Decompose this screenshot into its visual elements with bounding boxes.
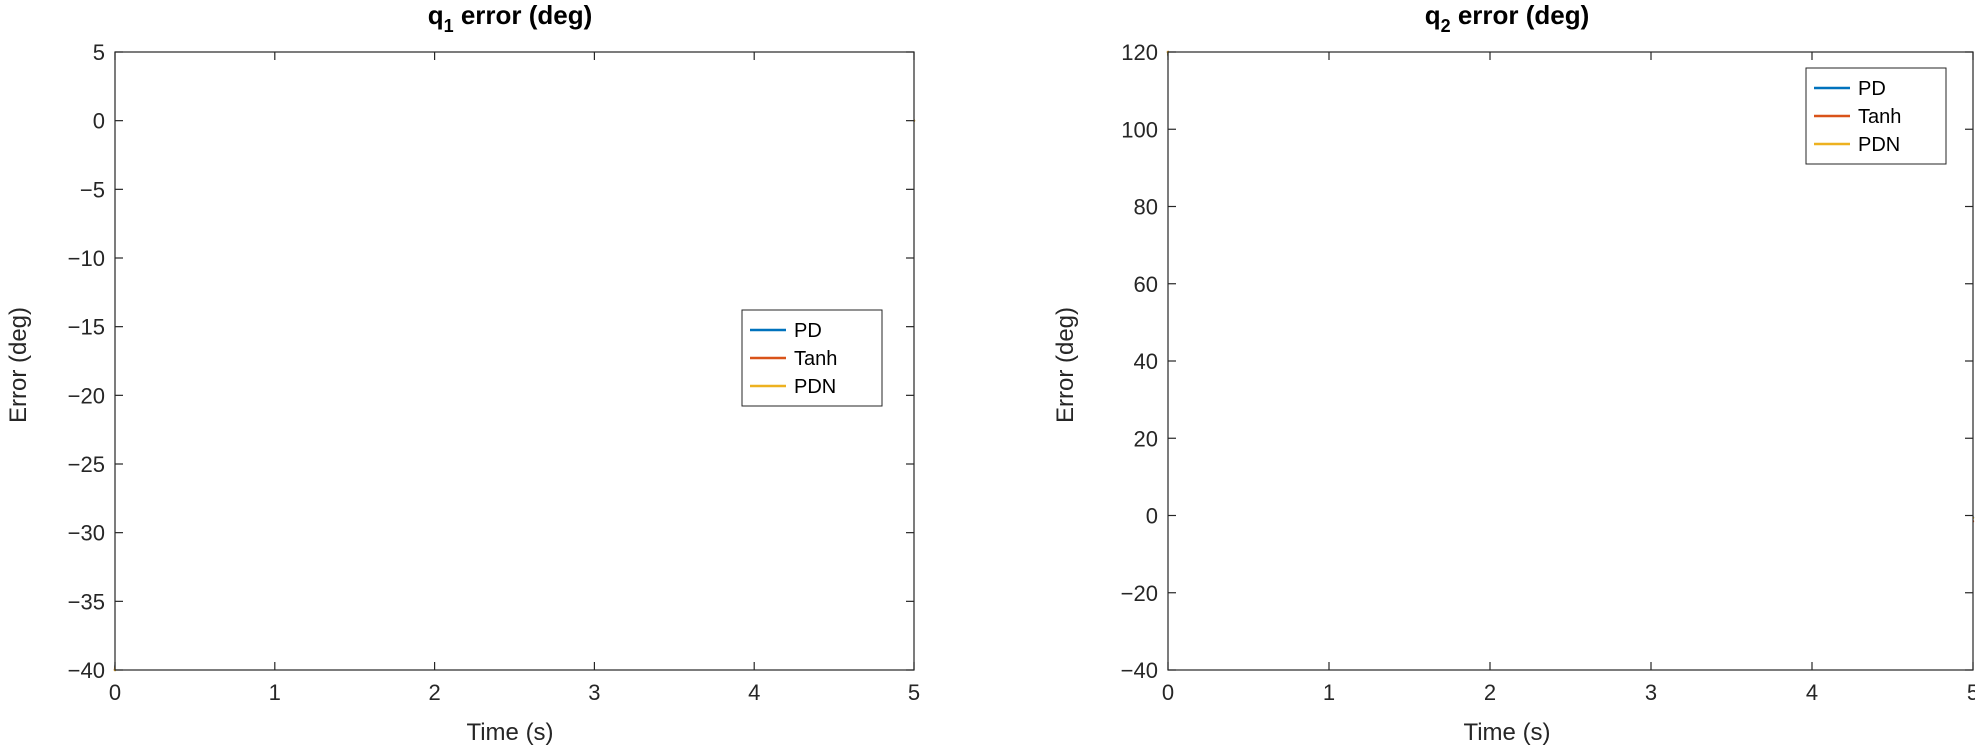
x-tick-label: 0 <box>109 680 121 705</box>
y-tick-label: −20 <box>68 383 105 408</box>
legend-label-pd: PD <box>794 320 822 342</box>
x-tick-label: 1 <box>269 680 281 705</box>
x-tick-label: 1 <box>1323 680 1335 705</box>
x-tick-label: 2 <box>1484 680 1496 705</box>
chart-title-rest: error (deg) <box>1451 0 1590 30</box>
y-tick-label: 80 <box>1134 195 1158 220</box>
y-axis-label: Error (deg) <box>1052 307 1079 423</box>
y-tick-label: 5 <box>93 40 105 65</box>
legend-label-tanh: Tanh <box>794 348 837 370</box>
y-tick-label: 0 <box>93 109 105 134</box>
legend-label-pdn: PDN <box>1858 134 1900 156</box>
x-tick-label: 4 <box>1806 680 1818 705</box>
legend: PD Tanh PDN <box>741 309 883 407</box>
chart-title: q1 error (deg) <box>428 0 593 36</box>
legend-label-tanh: Tanh <box>1858 106 1901 128</box>
y-tick-label: −40 <box>68 658 105 683</box>
x-axis-label: Time (s) <box>466 719 553 746</box>
y-tick-label: 0 <box>1146 504 1158 529</box>
chart-title: q2 error (deg) <box>1425 0 1590 36</box>
y-tick-label: 40 <box>1134 349 1158 374</box>
y-tick-label: 60 <box>1134 272 1158 297</box>
y-tick-label: −40 <box>1121 658 1158 683</box>
legend-label-pd: PD <box>1858 78 1886 100</box>
y-tick-label: −10 <box>68 246 105 271</box>
y-tick-label: −30 <box>68 521 105 546</box>
chart-title-main: q <box>1425 0 1441 30</box>
x-tick-label: 3 <box>1645 680 1657 705</box>
legend: PD Tanh PDN <box>1805 67 1947 165</box>
x-tick-label: 3 <box>588 680 600 705</box>
chart-title-main: q <box>428 0 444 30</box>
y-tick-label: 20 <box>1134 426 1158 451</box>
y-tick-label: −35 <box>68 589 105 614</box>
chart-title-subscript: 2 <box>1441 16 1451 36</box>
x-tick-label: 5 <box>1967 680 1975 705</box>
x-axis-label: Time (s) <box>1463 719 1550 746</box>
y-axis-label: Error (deg) <box>5 307 32 423</box>
y-tick-label: −5 <box>80 177 105 202</box>
x-tick-label: 5 <box>908 680 920 705</box>
y-tick-label: 120 <box>1121 40 1158 65</box>
chart-title-subscript: 1 <box>444 16 454 36</box>
x-tick-label: 2 <box>428 680 440 705</box>
y-tick-label: −25 <box>68 452 105 477</box>
y-tick-label: −20 <box>1121 581 1158 606</box>
legend-label-pdn: PDN <box>794 376 836 398</box>
q1-error-chart: 0 1 2 3 4 5−40−35−30−25−20−15−10−505 q1 error… <box>5 0 920 746</box>
chart-title-rest: error (deg) <box>454 0 593 30</box>
x-tick-label: 4 <box>748 680 760 705</box>
y-tick-label: −15 <box>68 315 105 340</box>
y-tick-label: 100 <box>1121 117 1158 142</box>
x-tick-label: 0 <box>1162 680 1174 705</box>
